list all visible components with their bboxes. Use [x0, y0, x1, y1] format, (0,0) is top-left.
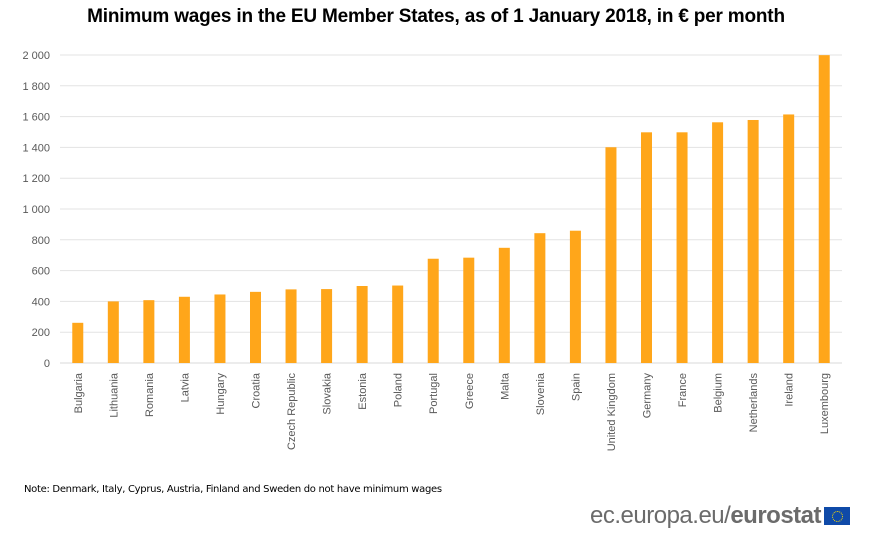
- y-tick-label: 1 600: [22, 112, 50, 124]
- x-axis-labels: Bulgaria Lithuania Romania Latvia Hungary Cro…: [73, 372, 831, 451]
- y-tick-label: 800: [32, 235, 50, 247]
- bar-romania: [143, 300, 155, 363]
- y-tick-label: 1 200: [22, 173, 50, 185]
- gridlines: [60, 54, 842, 364]
- y-tick-label: 200: [32, 327, 50, 339]
- x-tick-label: Netherlands: [748, 373, 760, 433]
- bar-luxembourg: [818, 55, 830, 364]
- bar-portugal: [427, 258, 439, 363]
- logo-brand: eurostat: [730, 502, 821, 529]
- footnote: Note: Denmark, Italy, Cyprus, Austria, F…: [24, 484, 442, 495]
- eu-flag-icon: [824, 507, 850, 525]
- bar-slovakia: [321, 289, 333, 363]
- y-tick-label: 1 400: [22, 142, 50, 154]
- x-tick-label: Slovenia: [535, 372, 547, 415]
- y-tick-label: 1 800: [22, 81, 50, 93]
- bar-bulgaria: [72, 322, 84, 363]
- bar-belgium: [712, 122, 724, 363]
- bar-hungary: [214, 294, 226, 363]
- x-tick-label: Lithuania: [108, 372, 120, 418]
- bar-ireland: [783, 114, 795, 363]
- bar-united-kingdom: [605, 147, 617, 363]
- bar-germany: [641, 132, 652, 363]
- x-tick-label: Romania: [144, 372, 156, 417]
- bar-poland: [392, 285, 404, 363]
- bar-estonia: [356, 286, 368, 363]
- x-tick-label: Croatia: [251, 372, 263, 408]
- y-tick-label: 1 000: [22, 204, 50, 216]
- bar-malta: [498, 247, 510, 363]
- bar-france: [676, 132, 688, 363]
- x-tick-label: Poland: [393, 373, 405, 407]
- bar-slovenia: [534, 233, 546, 363]
- x-tick-label: Malta: [499, 372, 511, 400]
- eurostat-logo[interactable]: ec.europa.eu/ eurostat: [590, 502, 850, 530]
- x-tick-label: Portugal: [428, 373, 440, 414]
- x-tick-label: Czech Republic: [286, 373, 298, 451]
- bar-czech-republic: [285, 289, 297, 363]
- x-tick-label: Slovakia: [322, 372, 334, 414]
- x-tick-label: Estonia: [357, 372, 369, 410]
- x-tick-label: Belgium: [713, 373, 725, 413]
- x-tick-label: United Kingdom: [606, 373, 618, 451]
- x-tick-label: Bulgaria: [73, 372, 85, 413]
- bar-netherlands: [747, 119, 759, 363]
- bar-chart: 0 200 400 600 800 1 000 1 200 1 400 1 600 1 800 2 …: [22, 50, 842, 451]
- x-tick-label: Latvia: [179, 372, 191, 402]
- bar-latvia: [178, 296, 190, 363]
- logo-url: ec.europa.eu/: [590, 502, 731, 529]
- bar-spain: [569, 230, 581, 363]
- chart-title: Minimum wages in the EU Member States, a…: [87, 6, 785, 27]
- bar-croatia: [250, 291, 261, 363]
- y-tick-label: 600: [32, 266, 50, 278]
- x-tick-label: Greece: [464, 373, 476, 409]
- bar-lithuania: [107, 301, 119, 363]
- x-tick-label: Hungary: [215, 373, 227, 415]
- y-tick-label: 0: [44, 358, 50, 370]
- x-tick-label: Ireland: [784, 373, 796, 407]
- bars: [72, 55, 830, 364]
- x-tick-label: Spain: [570, 373, 582, 401]
- y-axis-ticks: 0 200 400 600 800 1 000 1 200 1 400 1 600 1 800 2 …: [22, 50, 50, 370]
- y-tick-label: 400: [32, 296, 50, 308]
- x-tick-label: France: [677, 373, 689, 407]
- y-tick-label: 2 000: [22, 50, 50, 62]
- bar-greece: [463, 257, 475, 363]
- x-tick-label: Luxembourg: [819, 373, 831, 434]
- x-tick-label: Germany: [642, 373, 654, 419]
